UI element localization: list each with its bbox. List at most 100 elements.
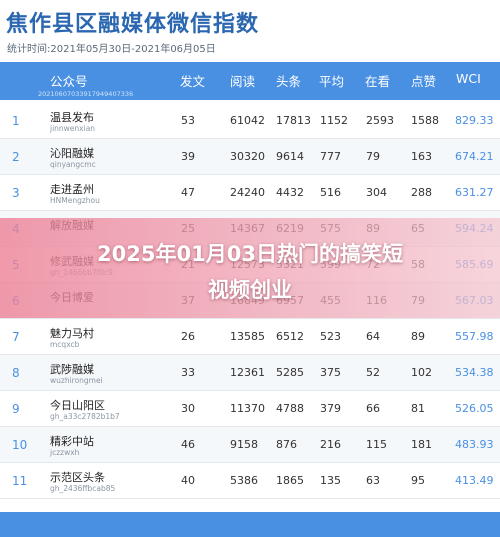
row-reads: 11370: [230, 402, 265, 415]
row-wci: 557.98: [455, 330, 494, 343]
row-avg: 135: [320, 474, 341, 487]
col-top: 头条: [276, 74, 302, 89]
row-account-id: gh_a33c2782b1b7: [50, 412, 120, 421]
row-top: 4432: [276, 186, 304, 199]
row-rank: 10: [12, 438, 28, 452]
table-row[interactable]: 11 示范区头条 gh_2436ffbcab85 40 5386 1865 135 63 95 4…: [0, 463, 500, 499]
table-header: 公众号 20210607033917949407336 发文 阅读 头条 平均 …: [0, 62, 500, 100]
stats-period: 统计时间:2021年05月30日-2021年06月05日: [7, 44, 216, 55]
row-reads: 30320: [230, 150, 265, 163]
row-top: 5285: [276, 366, 304, 379]
row-rank: 11: [12, 474, 28, 488]
row-viewing: 66: [366, 402, 380, 415]
row-wci: 483.93: [455, 438, 494, 451]
row-posts: 40: [181, 474, 195, 487]
row-likes: 163: [411, 150, 432, 163]
row-likes: 1588: [411, 114, 439, 127]
row-posts: 26: [181, 330, 195, 343]
row-avg: 516: [320, 186, 341, 199]
row-top: 6512: [276, 330, 304, 343]
row-rank: 7: [12, 330, 20, 344]
row-viewing: 115: [366, 438, 387, 451]
banner-headline-line1: 2025年01月03日热门的搞笑短: [97, 242, 403, 266]
title-overlay-banner: 2025年01月03日热门的搞笑短 视频创业: [0, 218, 500, 318]
row-posts: 53: [181, 114, 195, 127]
table-row[interactable]: 2 沁阳融媒 qinyangcmc 39 30320 9614 777 79 163 674.21: [0, 139, 500, 175]
table-row[interactable]: 9 今日山阳区 gh_a33c2782b1b7 30 11370 4788 379 66 81 5…: [0, 391, 500, 427]
row-avg: 523: [320, 330, 341, 343]
row-likes: 102: [411, 366, 432, 379]
row-viewing: 64: [366, 330, 380, 343]
row-avg: 1152: [320, 114, 348, 127]
row-account-name: 温县发布: [50, 111, 94, 124]
row-account-id: mcqxcb: [50, 340, 80, 349]
col-avg: 平均: [319, 74, 345, 89]
row-viewing: 52: [366, 366, 380, 379]
row-posts: 47: [181, 186, 195, 199]
row-account-name: 示范区头条: [50, 471, 105, 484]
row-reads: 12361: [230, 366, 265, 379]
row-reads: 13585: [230, 330, 265, 343]
banner-headline-line2: 视频创业: [208, 278, 292, 302]
row-viewing: 79: [366, 150, 380, 163]
row-posts: 33: [181, 366, 195, 379]
col-likes: 点赞: [411, 74, 437, 89]
table-footer-bar: [0, 512, 500, 537]
row-avg: 777: [320, 150, 341, 163]
table-row[interactable]: 10 精彩中站 jczzwxh 46 9158 876 216 115 181 483.93: [0, 427, 500, 463]
row-reads: 5386: [230, 474, 258, 487]
row-reads: 24240: [230, 186, 265, 199]
row-account-name: 沁阳融媒: [50, 147, 94, 160]
table-row[interactable]: 7 魅力马村 mcqxcb 26 13585 6512 523 64 89 557.98: [0, 319, 500, 355]
row-account-name: 精彩中站: [50, 435, 94, 448]
row-avg: 216: [320, 438, 341, 451]
row-likes: 181: [411, 438, 432, 451]
row-posts: 39: [181, 150, 195, 163]
row-rank: 1: [12, 114, 20, 128]
row-account-name: 今日山阳区: [50, 399, 105, 412]
row-likes: 81: [411, 402, 425, 415]
row-viewing: 304: [366, 186, 387, 199]
table-row[interactable]: 3 走进孟州 HNMengzhou 47 24240 4432 516 304 288 631.2…: [0, 175, 500, 211]
row-account-id: qinyangcmc: [50, 160, 96, 169]
row-wci: 526.05: [455, 402, 494, 415]
row-top: 9614: [276, 150, 304, 163]
row-wci: 674.21: [455, 150, 494, 163]
row-top: 876: [276, 438, 297, 451]
row-reads: 9158: [230, 438, 258, 451]
table-row[interactable]: 1 温县发布 jinnwenxian 53 61042 17813 1152 2593 1588…: [0, 103, 500, 139]
row-wci: 534.38: [455, 366, 494, 379]
row-avg: 375: [320, 366, 341, 379]
row-posts: 30: [181, 402, 195, 415]
row-account-id: wuzhirongmei: [50, 376, 103, 385]
row-rank: 3: [12, 186, 20, 200]
row-rank: 8: [12, 366, 20, 380]
row-top: 1865: [276, 474, 304, 487]
row-account-id: jczzwxh: [50, 448, 80, 457]
col-posts: 发文: [180, 74, 206, 89]
row-likes: 95: [411, 474, 425, 487]
row-viewing: 2593: [366, 114, 394, 127]
header-id-hint: 20210607033917949407336: [38, 90, 134, 98]
row-rank: 2: [12, 150, 20, 164]
row-account-id: HNMengzhou: [50, 196, 100, 205]
row-account-id: gh_2436ffbcab85: [50, 484, 116, 493]
col-viewing: 在看: [365, 74, 391, 89]
page-title: 焦作县区融媒体微信指数: [6, 12, 260, 37]
row-account-name: 武陟融媒: [50, 363, 94, 376]
row-likes: 288: [411, 186, 432, 199]
row-wci: 413.49: [455, 474, 494, 487]
row-reads: 61042: [230, 114, 265, 127]
row-likes: 89: [411, 330, 425, 343]
table-row[interactable]: 8 武陟融媒 wuzhirongmei 33 12361 5285 375 52 102 534.…: [0, 355, 500, 391]
row-avg: 379: [320, 402, 341, 415]
row-account-name: 走进孟州: [50, 183, 94, 196]
row-wci: 829.33: [455, 114, 494, 127]
row-top: 17813: [276, 114, 311, 127]
row-viewing: 63: [366, 474, 380, 487]
row-posts: 46: [181, 438, 195, 451]
col-wci: WCI: [456, 71, 481, 86]
row-rank: 9: [12, 402, 20, 416]
row-account-name: 魅力马村: [50, 327, 94, 340]
row-wci: 631.27: [455, 186, 494, 199]
